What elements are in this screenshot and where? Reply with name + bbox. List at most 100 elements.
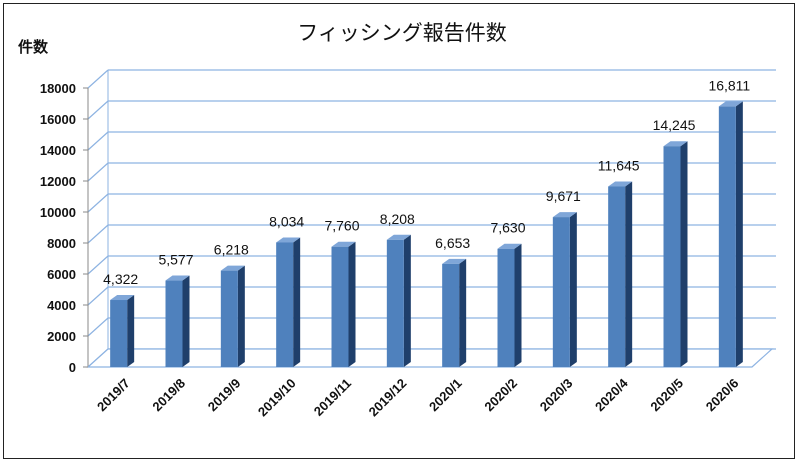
chart-floor bbox=[86, 348, 774, 368]
data-label: 4,322 bbox=[103, 271, 138, 287]
x-tick-label: 2019/10 bbox=[255, 376, 299, 420]
gridline-side bbox=[87, 317, 109, 337]
bar-front bbox=[276, 242, 294, 367]
data-labels: 4,322 5,577 6,218 8,034 7,760 8,208 6,653 7,630… bbox=[103, 77, 750, 287]
x-tick-label: 2020/5 bbox=[647, 376, 686, 415]
bar bbox=[331, 241, 356, 367]
bar-top bbox=[386, 234, 411, 240]
gridline-side bbox=[87, 100, 109, 120]
data-label: 14,245 bbox=[653, 117, 696, 133]
data-label: 7,760 bbox=[324, 218, 359, 234]
bar-front bbox=[497, 248, 515, 367]
data-label: 5,577 bbox=[158, 252, 193, 268]
x-tick-label: 2020/2 bbox=[481, 376, 520, 415]
bar-top bbox=[608, 181, 633, 187]
bar bbox=[110, 295, 135, 367]
chart-frame: フィッシング報告件数 件数 0 2000 4000 6000 8000 10000 1200… bbox=[3, 3, 795, 459]
y-tick-label: 14000 bbox=[40, 143, 76, 158]
data-label: 11,645 bbox=[598, 158, 640, 174]
bar bbox=[386, 234, 411, 367]
bar-side bbox=[680, 141, 688, 367]
x-tick-label: 2019/12 bbox=[366, 376, 410, 420]
bar-front bbox=[718, 106, 736, 367]
bar-front bbox=[386, 239, 404, 367]
bar-top bbox=[497, 243, 522, 249]
data-label: 6,218 bbox=[214, 242, 249, 258]
bar-side bbox=[514, 243, 522, 367]
bar bbox=[552, 212, 577, 367]
bar-side bbox=[182, 275, 190, 367]
bar-front bbox=[442, 263, 460, 367]
bar-top bbox=[552, 212, 577, 218]
bar bbox=[220, 265, 245, 367]
x-tick-labels: 2019/7 2019/8 2019/9 2019/10 2019/11 2019/12 2… bbox=[94, 375, 741, 419]
bar-top bbox=[718, 101, 743, 107]
bar-top bbox=[110, 295, 135, 301]
x-tick-label: 2020/4 bbox=[592, 375, 631, 414]
y-tick-label: 6000 bbox=[47, 267, 76, 282]
bar-front bbox=[165, 280, 183, 367]
y-axis-label: 件数 bbox=[18, 38, 49, 56]
x-tick-label: 2019/11 bbox=[311, 376, 354, 419]
bar-top bbox=[165, 275, 190, 281]
bar bbox=[663, 141, 688, 367]
data-label: 9,671 bbox=[546, 188, 581, 204]
gridline-side bbox=[87, 162, 109, 182]
y-tick-label: 8000 bbox=[47, 236, 76, 251]
bar bbox=[608, 181, 633, 367]
y-tick-label: 0 bbox=[69, 360, 76, 375]
bar bbox=[718, 101, 743, 367]
x-tick-label: 2019/9 bbox=[205, 376, 244, 415]
bar-front bbox=[663, 146, 681, 367]
y-tick-label: 10000 bbox=[40, 205, 76, 220]
x-tick-label: 2020/6 bbox=[703, 376, 742, 415]
bar-side bbox=[735, 101, 743, 367]
gridline-side bbox=[87, 255, 109, 275]
bar-front bbox=[220, 270, 238, 367]
x-tick-label: 2019/7 bbox=[94, 376, 133, 415]
bar-top bbox=[276, 237, 301, 243]
x-tick-label: 2020/3 bbox=[537, 376, 576, 415]
bar-top bbox=[331, 241, 356, 247]
data-label: 8,034 bbox=[269, 213, 304, 229]
y-tick-label: 12000 bbox=[40, 174, 76, 189]
bar-side bbox=[569, 212, 577, 367]
bar-top bbox=[442, 258, 467, 264]
gridline-side bbox=[87, 69, 109, 89]
y-tick-label: 16000 bbox=[40, 112, 76, 127]
x-tick-label: 2020/1 bbox=[426, 376, 465, 415]
data-label: 8,208 bbox=[380, 211, 415, 227]
gridline-side bbox=[87, 286, 109, 306]
y-tick-label: 4000 bbox=[47, 298, 76, 313]
data-label: 16,811 bbox=[708, 77, 750, 93]
x-tick-label: 2019/8 bbox=[149, 376, 188, 415]
bar bbox=[165, 275, 190, 367]
y-tick-label: 2000 bbox=[47, 329, 76, 344]
bar-front bbox=[552, 217, 570, 367]
chart-title: フィッシング報告件数 bbox=[297, 21, 507, 45]
y-tick-labels: 0 2000 4000 6000 8000 10000 12000 14000 16000 180… bbox=[40, 81, 76, 375]
bars bbox=[110, 101, 743, 367]
chart-canvas: フィッシング報告件数 件数 0 2000 4000 6000 8000 10000 1200… bbox=[18, 21, 776, 419]
gridline-side bbox=[87, 224, 109, 244]
bar-side bbox=[237, 265, 245, 367]
bar bbox=[442, 258, 467, 367]
gridline-side bbox=[87, 193, 109, 213]
bar-front bbox=[608, 186, 626, 367]
bar-side bbox=[127, 295, 135, 367]
gridline-side bbox=[87, 131, 109, 151]
bar-top bbox=[220, 265, 245, 271]
bar bbox=[497, 243, 522, 367]
bar bbox=[276, 237, 301, 367]
data-label: 6,653 bbox=[435, 235, 470, 251]
y-tick-label: 18000 bbox=[40, 81, 76, 96]
bar-side bbox=[348, 241, 356, 367]
bar-front bbox=[331, 246, 349, 367]
data-label: 7,630 bbox=[490, 220, 525, 236]
bar-front bbox=[110, 300, 128, 367]
bar-side bbox=[625, 181, 633, 367]
axes bbox=[83, 70, 774, 368]
bar-side bbox=[403, 234, 411, 367]
bar-side bbox=[293, 237, 301, 367]
bar-side bbox=[459, 258, 467, 367]
